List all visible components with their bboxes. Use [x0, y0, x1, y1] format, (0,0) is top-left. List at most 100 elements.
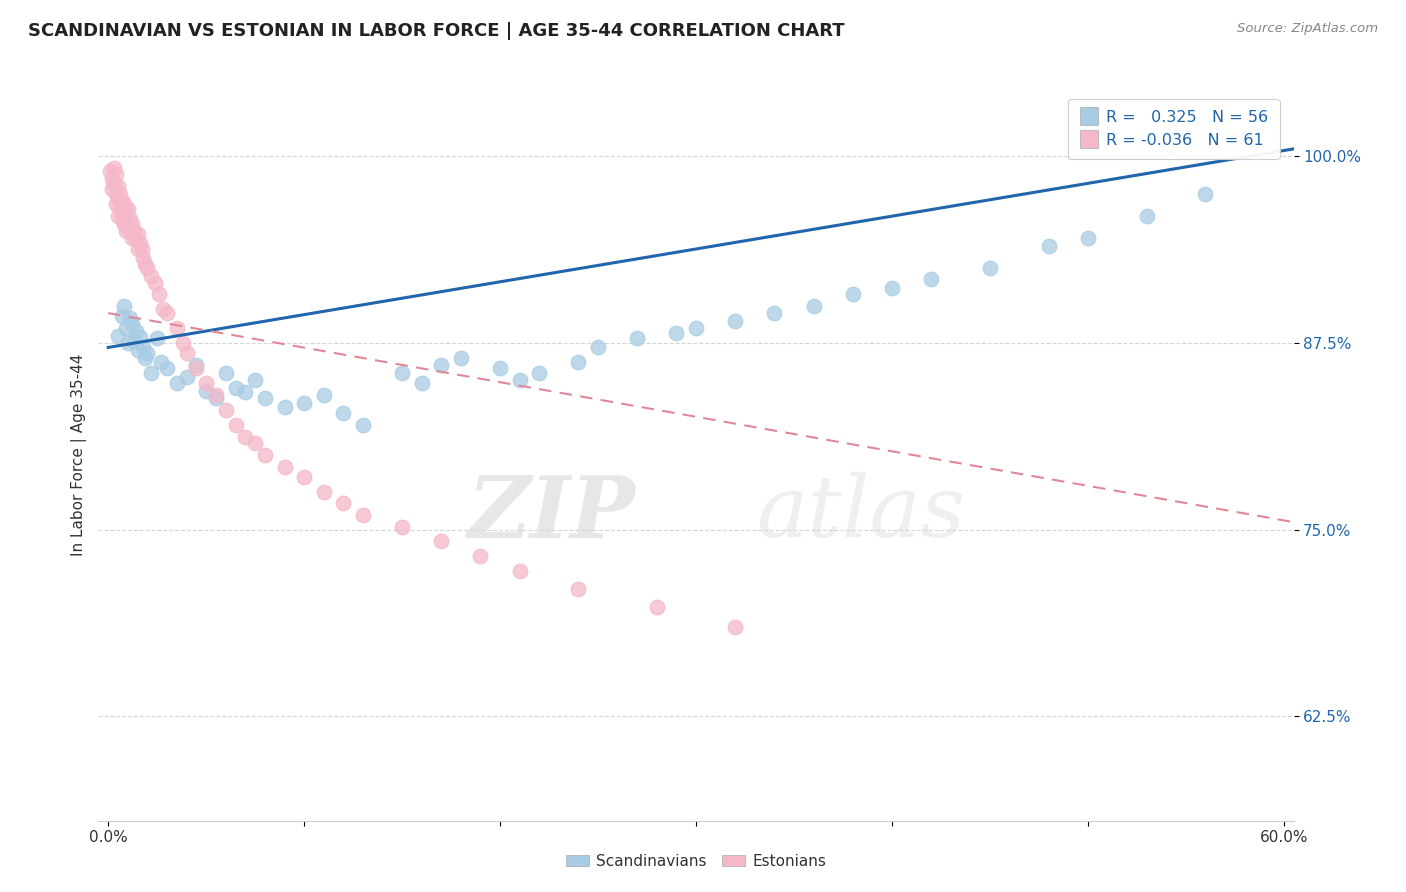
Point: [134, 351, 156, 365]
Point: [115, 204, 138, 219]
Y-axis label: In Labor Force | Age 35-44: In Labor Force | Age 35-44: [72, 354, 87, 556]
Point: [124, 231, 146, 245]
Point: [150, 355, 173, 369]
Point: [156, 306, 179, 320]
Point: [724, 619, 747, 633]
Point: [118, 212, 141, 227]
Point: [121, 317, 143, 331]
Point: [111, 194, 134, 209]
Point: [724, 313, 747, 327]
Point: [841, 286, 863, 301]
Point: [450, 351, 472, 365]
Point: [127, 227, 149, 241]
Point: [626, 331, 648, 345]
Point: [205, 391, 228, 405]
Point: [645, 600, 668, 615]
Point: [665, 326, 688, 340]
Point: [148, 286, 170, 301]
Point: [253, 448, 276, 462]
Point: [146, 331, 169, 345]
Text: SCANDINAVIAN VS ESTONIAN IN LABOR FORCE | AGE 35-44 CORRELATION CHART: SCANDINAVIAN VS ESTONIAN IN LABOR FORCE …: [28, 22, 845, 40]
Point: [121, 231, 143, 245]
Point: [108, 202, 131, 216]
Point: [312, 388, 335, 402]
Point: [107, 209, 129, 223]
Point: [152, 301, 174, 316]
Point: [352, 508, 374, 522]
Point: [430, 534, 453, 549]
Point: [253, 391, 276, 405]
Point: [128, 235, 150, 250]
Point: [117, 202, 139, 216]
Point: [243, 373, 266, 387]
Point: [112, 197, 135, 211]
Point: [105, 197, 128, 211]
Point: [107, 191, 129, 205]
Point: [567, 355, 589, 369]
Point: [117, 335, 139, 350]
Point: [166, 321, 188, 335]
Point: [166, 376, 188, 391]
Point: [118, 310, 141, 325]
Point: [352, 418, 374, 433]
Point: [115, 224, 138, 238]
Point: [586, 341, 609, 355]
Point: [273, 400, 295, 414]
Point: [122, 224, 145, 238]
Point: [124, 324, 146, 338]
Point: [172, 335, 194, 350]
Point: [98, 164, 121, 178]
Point: [176, 370, 198, 384]
Point: [136, 261, 159, 276]
Point: [685, 321, 707, 335]
Point: [141, 268, 163, 283]
Point: [243, 436, 266, 450]
Point: [122, 334, 145, 349]
Point: [101, 182, 124, 196]
Point: [235, 430, 257, 444]
Point: [121, 217, 143, 231]
Point: [105, 167, 128, 181]
Point: [134, 257, 156, 271]
Point: [509, 565, 531, 579]
Point: [292, 395, 315, 409]
Text: Source: ZipAtlas.com: Source: ZipAtlas.com: [1237, 22, 1378, 36]
Point: [312, 485, 335, 500]
Point: [132, 341, 155, 355]
Point: [176, 346, 198, 360]
Point: [131, 242, 153, 256]
Point: [489, 361, 512, 376]
Point: [235, 385, 257, 400]
Point: [105, 186, 128, 201]
Point: [391, 519, 413, 533]
Point: [1194, 186, 1216, 201]
Point: [143, 277, 166, 291]
Point: [391, 366, 413, 380]
Point: [127, 343, 149, 358]
Point: [1135, 209, 1157, 223]
Point: [136, 346, 159, 360]
Point: [430, 359, 453, 373]
Point: [186, 359, 208, 373]
Point: [101, 171, 124, 186]
Point: [509, 373, 531, 387]
Point: [195, 376, 218, 391]
Point: [225, 418, 247, 433]
Point: [529, 366, 551, 380]
Point: [107, 328, 129, 343]
Point: [1038, 239, 1060, 253]
Point: [127, 242, 149, 256]
Point: [195, 384, 218, 398]
Point: [411, 376, 433, 391]
Point: [215, 366, 238, 380]
Point: [132, 251, 155, 265]
Point: [205, 388, 228, 402]
Point: [332, 496, 354, 510]
Point: [186, 361, 208, 376]
Point: [225, 381, 247, 395]
Point: [112, 217, 135, 231]
Point: [920, 272, 942, 286]
Point: [470, 549, 492, 564]
Point: [108, 186, 131, 201]
Text: ZIP: ZIP: [468, 472, 636, 555]
